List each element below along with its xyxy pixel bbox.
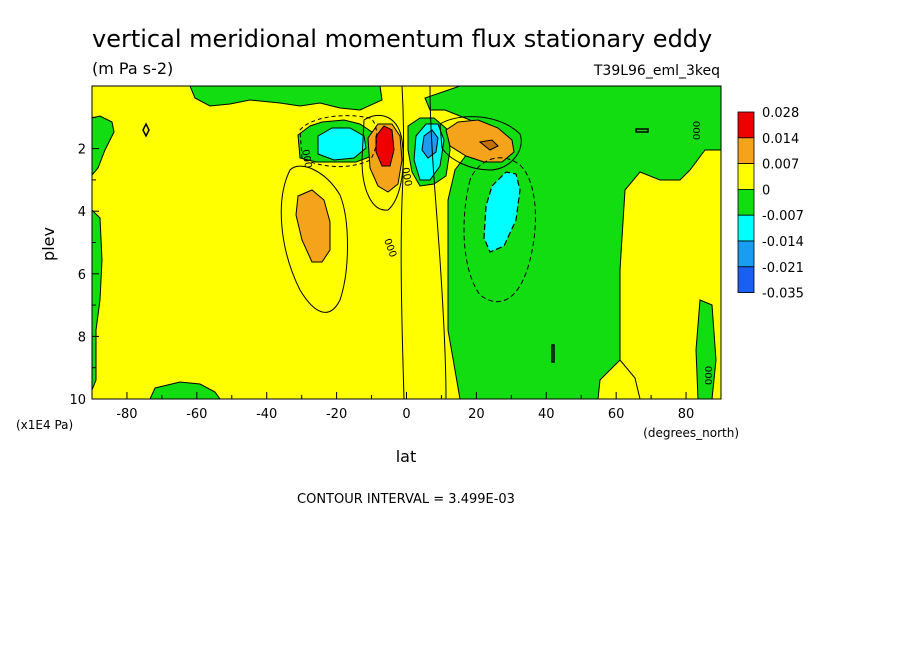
legend-label: 0 [762,183,770,198]
orange-lobe-core [478,139,499,151]
legend-swatch [737,111,755,139]
x-tick-label: -80 [116,407,137,422]
contour-line-small-40n [551,344,555,363]
contour-line-north-dashed [463,157,536,303]
legend-label: 0.007 [762,158,799,173]
legend-swatch [737,266,755,293]
legend-swatch [737,188,755,216]
contour-label: 000 [692,121,703,140]
legend-label: 0.028 [762,106,799,121]
contour-line-diamond [142,122,150,138]
red-core [375,125,395,167]
y-axis-ticks: 2 4 6 8 10 [69,116,99,408]
contour-label: 000 [704,366,715,385]
y-axis-label: plev [39,227,58,261]
run-label: T39L96_eml_3keq [593,63,720,79]
contour-label: 000 [299,149,313,170]
legend-label: -0.007 [762,209,804,224]
contour-interval-label: CONTOUR INTERVAL = 3.499E-03 [297,492,515,507]
legend-swatch [737,163,755,190]
zero-line-eq [400,85,405,400]
legend-swatch [737,137,755,165]
contour-line-south [280,165,348,313]
legend-label: 0.014 [762,132,799,147]
green-region-left-edge [91,208,103,391]
contour-label: 000 [399,167,413,188]
x-tick-label: 0 [402,407,410,422]
orange-cell-south [295,189,331,263]
x-axis-label: lat [396,447,417,466]
x-tick-label: 20 [468,407,485,422]
legend-swatch [737,214,755,242]
plot-area [91,85,722,400]
chart-title: vertical meridional momentum flux statio… [92,25,712,53]
contour-line-eq-dashed [299,115,378,168]
zero-line-eq-2 [429,85,447,400]
x-tick-label: 60 [608,407,625,422]
orange-lobe-north [445,119,515,163]
x-tick-label: -20 [326,407,347,422]
x-axis-ticks: -80 -60 -40 -20 0 20 40 60 80 [91,392,722,422]
green-region-top-left [189,85,383,111]
contour-line-eq-north [439,116,522,171]
y-tick-label: 4 [78,205,86,220]
y-tick-label: 2 [78,143,86,158]
x-tick-label: -60 [186,407,207,422]
x-unit-label: (degrees_north) [643,426,739,440]
legend-label: -0.014 [762,235,804,250]
contour-line-eq-south [361,115,404,211]
x-tick-label: -40 [256,407,277,422]
x-tick-label: 40 [538,407,555,422]
blue-core-eq-right [421,129,439,159]
y-unit-label: (x1E4 Pa) [16,418,73,432]
yellow-region-bottom-right [597,359,641,400]
green-region-top-left-corner [91,115,115,177]
cyan-cell-north [483,171,521,253]
contour-line-small-north [635,128,649,133]
units-label: (m Pa s-2) [92,59,173,78]
legend-swatch [737,240,755,268]
legend-label: -0.021 [762,261,804,276]
y-tick-label: 8 [78,330,86,345]
x-tick-label: 80 [678,407,695,422]
color-legend: 0.028 0.014 0.007 0 -0.007 -0.014 -0.021 -0.035 [737,106,804,302]
y-tick-label: 6 [78,268,86,283]
y-tick-label: 10 [69,393,86,408]
cyan-cell-eq-left [317,127,367,161]
legend-label: -0.035 [762,287,804,302]
